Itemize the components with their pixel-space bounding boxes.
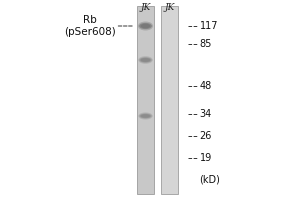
Ellipse shape — [139, 23, 152, 29]
Text: 34: 34 — [200, 109, 212, 119]
Ellipse shape — [139, 113, 152, 119]
Text: JK: JK — [164, 3, 175, 12]
Ellipse shape — [138, 56, 153, 64]
Text: 26: 26 — [200, 131, 212, 141]
Text: 19: 19 — [200, 153, 212, 163]
Ellipse shape — [138, 112, 153, 120]
Text: 85: 85 — [200, 39, 212, 49]
Ellipse shape — [138, 21, 153, 30]
Text: (pSer608): (pSer608) — [64, 27, 116, 37]
Text: JK: JK — [140, 3, 151, 12]
Ellipse shape — [139, 57, 152, 63]
Ellipse shape — [141, 24, 150, 28]
Text: 48: 48 — [200, 81, 212, 91]
Bar — [137, 6, 154, 194]
Bar — [161, 6, 178, 194]
Text: (kD): (kD) — [200, 175, 220, 185]
Ellipse shape — [141, 58, 150, 62]
Text: Rb: Rb — [83, 15, 97, 25]
Text: 117: 117 — [200, 21, 218, 31]
Ellipse shape — [141, 114, 150, 118]
